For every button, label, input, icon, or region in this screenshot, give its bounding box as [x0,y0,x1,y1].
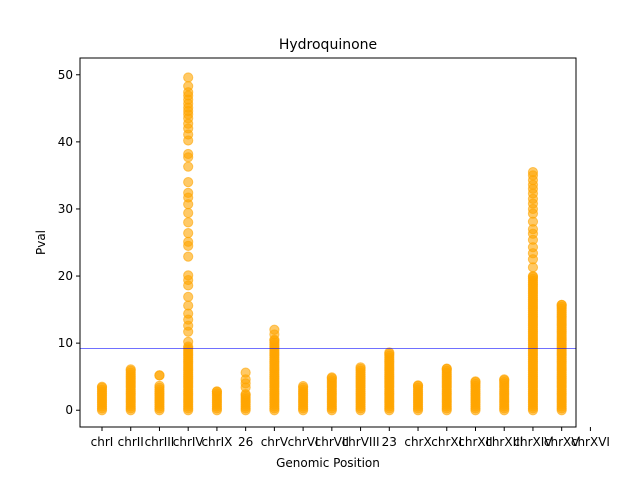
data-point [183,228,194,239]
data-point [240,367,251,378]
scatter-points [96,72,567,416]
data-point [183,207,194,219]
data-point [527,166,539,178]
x-tick-label: 26 [238,435,253,449]
x-tick-label: 23 [382,435,397,449]
data-point [499,374,510,385]
x-tick-label: chrVI [288,435,319,449]
data-point [384,347,395,358]
x-tick-label: chrVIII [342,435,380,449]
x-tick-label: chrXII [458,435,492,449]
x-axis-title: Genomic Position [276,456,380,470]
y-axis-ticks: 0 10 20 30 40 50 [58,68,80,417]
y-tick-label: 50 [58,68,73,82]
data-point [556,299,567,310]
data-point [183,236,194,247]
x-tick-label: chrII [118,435,144,449]
x-tick-label: chrXV [544,435,580,449]
data-point [183,161,194,172]
data-point [154,370,165,381]
data-point [269,324,280,335]
data-point [183,270,194,281]
data-point [527,270,539,282]
data-point [183,187,194,198]
y-axis-title: Pval [34,230,48,255]
x-tick-label: chrI [91,435,114,449]
data-point [183,81,194,92]
chart-title: Hydroquinone [279,37,377,53]
data-point [125,364,136,375]
x-tick-label: chrV [261,435,289,449]
y-tick-label: 20 [58,269,73,283]
x-tick-label: chrXIII [485,435,523,449]
y-tick-label: 30 [58,202,73,216]
data-point [412,380,424,391]
data-point [183,251,194,262]
y-tick-label: 40 [58,135,73,149]
data-point [183,217,194,228]
y-tick-label: 0 [65,403,73,417]
data-point [355,362,366,373]
x-tick-label: chrX [404,435,431,449]
x-tick-label: chrVII [315,435,349,449]
data-point [183,177,194,188]
x-tick-label: chrXI [431,435,462,449]
data-point [183,291,194,302]
x-tick-label: chrIV [173,435,205,449]
data-point [326,372,337,383]
data-point [96,381,108,392]
data-point [211,386,223,397]
plot-area-frame [79,57,577,428]
x-tick-label: chrXIV [513,435,553,449]
data-point [470,376,481,387]
x-tick-label: chrIX [201,435,232,449]
x-tick-label: chrXVI [571,435,610,449]
data-point [154,380,165,391]
data-point [183,300,194,311]
data-point [441,363,452,374]
y-tick-label: 10 [58,336,73,350]
data-point [183,72,194,83]
data-point [298,380,309,392]
data-point [183,336,194,347]
x-tick-label: chrIII [145,435,175,449]
data-point [183,148,194,160]
